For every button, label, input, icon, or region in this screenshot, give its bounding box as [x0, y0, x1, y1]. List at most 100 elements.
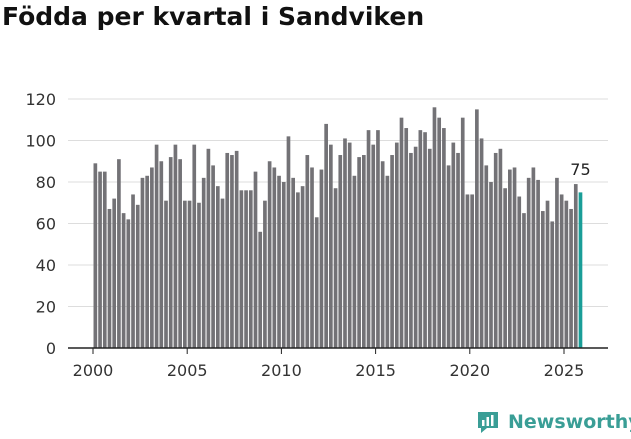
last-value-label: 75 — [570, 160, 590, 179]
bar — [197, 202, 201, 348]
bar — [394, 142, 399, 348]
bar — [456, 152, 460, 348]
bar — [376, 130, 380, 349]
bar — [173, 144, 178, 348]
bar — [305, 155, 310, 348]
bar — [569, 208, 573, 348]
bar — [512, 167, 517, 348]
y-tick-label: 20 — [36, 298, 56, 317]
bar — [413, 146, 418, 348]
bar — [93, 163, 98, 348]
bar — [272, 167, 277, 348]
y-axis-ticks: 0 20 40 60 80 100 120 — [25, 90, 56, 358]
bar — [281, 182, 286, 348]
bar — [475, 109, 479, 349]
bar — [380, 161, 385, 348]
bar — [493, 152, 498, 348]
bar — [324, 123, 328, 349]
bar — [183, 200, 187, 348]
bar — [489, 182, 493, 348]
bar — [451, 142, 456, 348]
y-tick-label: 100 — [25, 132, 56, 151]
bar — [140, 177, 145, 348]
bar — [517, 196, 522, 348]
bar — [192, 144, 197, 348]
bar — [230, 155, 234, 348]
x-tick-label: 2005 — [167, 361, 208, 380]
bar — [296, 192, 300, 349]
bar — [267, 161, 272, 348]
x-tick-label: 2020 — [449, 361, 490, 380]
y-tick-label: 40 — [36, 256, 56, 275]
bar — [291, 177, 296, 348]
bar — [178, 159, 182, 348]
bar — [187, 200, 192, 348]
brand-name: Newsworthy — [508, 411, 631, 433]
bar — [555, 177, 559, 348]
bar — [404, 128, 409, 348]
x-tick-label: 2000 — [73, 361, 114, 380]
y-tick-label: 80 — [36, 173, 56, 192]
bar — [409, 152, 413, 348]
bar — [319, 169, 324, 348]
bars — [93, 107, 583, 349]
bar — [338, 155, 343, 348]
bar — [559, 194, 564, 348]
bar — [112, 198, 117, 348]
bar — [154, 144, 159, 348]
bar-highlight — [578, 192, 583, 349]
bar — [98, 171, 102, 349]
bar — [239, 190, 244, 348]
bar — [399, 117, 404, 348]
y-tick-label: 0 — [46, 339, 56, 358]
bar — [159, 161, 164, 348]
bar — [460, 117, 465, 348]
bar — [258, 231, 263, 348]
bar — [437, 117, 442, 348]
x-tick-label: 2010 — [261, 361, 302, 380]
newsworthy-logo-icon — [478, 412, 498, 433]
bar — [343, 138, 347, 348]
bar — [508, 169, 512, 348]
bar — [522, 213, 526, 349]
bar — [150, 167, 154, 348]
bar — [418, 130, 423, 349]
bar — [135, 204, 140, 348]
data-labels: 75 — [570, 160, 590, 179]
bar — [220, 198, 225, 348]
bar — [536, 179, 540, 348]
bar — [314, 217, 319, 348]
bar — [573, 184, 578, 348]
bar — [470, 194, 474, 348]
bar — [545, 200, 550, 348]
bar — [390, 155, 394, 348]
bar — [531, 167, 536, 348]
bar — [465, 194, 470, 348]
bar — [357, 157, 361, 348]
bar — [366, 130, 371, 349]
brand-logo-area: Newsworthy — [475, 407, 631, 437]
chart-title: Födda per kvartal i Sandviken — [2, 2, 425, 31]
bar — [432, 107, 437, 348]
bar — [347, 142, 352, 348]
bar — [277, 175, 281, 348]
bar — [333, 188, 338, 348]
bar — [107, 208, 112, 348]
bar — [361, 155, 366, 348]
x-tick-label: 2025 — [544, 361, 585, 380]
bar — [234, 150, 239, 349]
x-tick-label: 2015 — [355, 361, 396, 380]
bar — [211, 165, 215, 348]
bar — [564, 200, 569, 348]
bar — [442, 128, 446, 348]
bar — [164, 200, 168, 348]
bar — [484, 165, 489, 348]
y-tick-label: 60 — [36, 215, 56, 234]
bar — [215, 186, 220, 348]
bar — [310, 167, 314, 348]
bar — [385, 175, 390, 348]
bar — [248, 190, 253, 348]
bar — [503, 188, 507, 348]
bar — [526, 177, 531, 348]
